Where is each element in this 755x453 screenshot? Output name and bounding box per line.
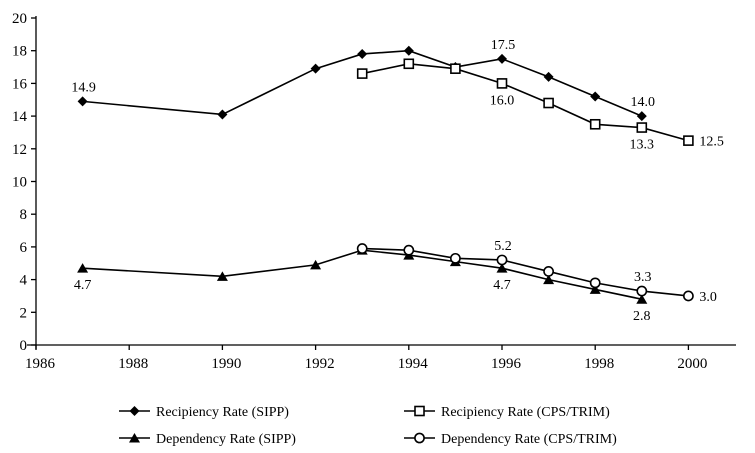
- x-tick-label: 1990: [211, 356, 241, 372]
- data-label: 16.0: [490, 93, 515, 108]
- y-tick-label: 20: [12, 11, 27, 27]
- y-tick-label: 16: [12, 76, 28, 92]
- square-marker: [589, 118, 601, 130]
- y-axis-ticks: 0 2 4 6 8 10 12 14 16 18 20: [12, 11, 36, 354]
- y-tick-label: 4: [20, 273, 28, 289]
- diamond-marker: [636, 111, 647, 122]
- circle-marker: [589, 277, 601, 289]
- square-marker: [496, 78, 508, 89]
- circle-marker: [636, 285, 648, 297]
- circle-marker: [683, 290, 694, 302]
- legend-item: Recipiency Rate (SIPP): [119, 405, 289, 420]
- square-marker: [636, 122, 648, 133]
- legend-label: Recipiency Rate (SIPP): [156, 405, 289, 420]
- legend-item: Dependency Rate (SIPP): [119, 432, 296, 447]
- data-label: 2.8: [633, 309, 651, 324]
- data-label: 12.5: [699, 135, 724, 150]
- diamond-marker: [357, 48, 368, 59]
- triangle-marker: [216, 271, 228, 281]
- diamond-marker: [590, 91, 601, 102]
- series-line: [362, 62, 689, 142]
- y-tick-label: 6: [20, 240, 28, 256]
- triangle-marker: [636, 294, 648, 304]
- y-tick-label: 8: [20, 207, 28, 223]
- data-label: 14.0: [631, 95, 656, 110]
- circle-marker: [449, 252, 461, 264]
- y-tick-label: 14: [12, 109, 28, 125]
- square-marker: [403, 58, 415, 70]
- series-2: 16.0 13.3 12.5: [356, 58, 724, 153]
- circle-marker: [543, 266, 554, 277]
- series-line: [82, 249, 642, 301]
- legend-label: Recipiency Rate (CPS/TRIM): [441, 405, 610, 420]
- diamond-marker: [310, 63, 321, 74]
- triangle-marker: [77, 263, 89, 273]
- data-label: 4.7: [493, 278, 511, 293]
- data-label: 3.3: [634, 270, 652, 285]
- triangle-marker: [543, 274, 555, 285]
- x-tick-label: 1998: [584, 356, 614, 372]
- legend-item: Recipiency Rate (CPS/TRIM): [404, 405, 610, 420]
- x-tick-label: 1992: [305, 356, 335, 372]
- diamond-marker: [497, 53, 507, 64]
- series-1: 14.9 17.5 14.0: [71, 38, 656, 122]
- y-tick-label: 18: [12, 44, 27, 60]
- y-tick-label: 10: [12, 175, 27, 191]
- legend-item: Dependency Rate (CPS/TRIM): [404, 432, 617, 447]
- triangle-marker: [496, 263, 508, 273]
- triangle-marker: [310, 259, 322, 270]
- x-tick-label: 1994: [398, 356, 429, 372]
- diamond-marker: [77, 96, 88, 107]
- data-label: 13.3: [630, 138, 655, 153]
- data-label: 4.7: [74, 278, 92, 293]
- y-tick-label: 2: [20, 305, 28, 321]
- legend-label: Dependency Rate (CPS/TRIM): [441, 432, 617, 447]
- data-label: 3.0: [699, 290, 717, 305]
- diamond-marker: [129, 406, 140, 416]
- axes: [27, 16, 736, 349]
- diamond-marker: [543, 71, 554, 82]
- diamond-marker: [403, 45, 414, 56]
- square-marker: [356, 68, 368, 79]
- triangle-marker: [589, 284, 601, 294]
- data-label: 17.5: [491, 38, 516, 53]
- data-label: 14.9: [71, 80, 96, 95]
- series-line: [82, 49, 643, 117]
- x-tick-label: 1996: [491, 356, 522, 372]
- square-marker: [414, 405, 425, 417]
- triangle-marker: [129, 433, 140, 443]
- x-tick-label: 2000: [677, 356, 707, 372]
- circle-marker: [356, 243, 368, 254]
- series-line: [362, 247, 689, 297]
- square-marker: [543, 97, 554, 109]
- data-label: 5.2: [494, 239, 512, 254]
- series-4: 5.2 3.3 3.0: [356, 239, 717, 305]
- circle-marker: [403, 244, 415, 256]
- legend-label: Dependency Rate (SIPP): [156, 432, 296, 447]
- x-axis-ticks: 1986 1988 1990 1992 1994 1996 1998 2000: [25, 345, 707, 372]
- x-tick-label: 1986: [25, 356, 56, 372]
- diamond-marker: [217, 109, 228, 120]
- y-tick-label: 0: [20, 338, 28, 354]
- square-marker: [683, 135, 694, 146]
- circle-marker: [496, 254, 508, 266]
- square-marker: [450, 63, 461, 74]
- y-tick-label: 12: [12, 142, 27, 158]
- legend: Recipiency Rate (SIPP) Recipiency Rate (C…: [119, 405, 617, 447]
- circle-marker: [414, 432, 425, 444]
- x-tick-label: 1988: [118, 356, 148, 372]
